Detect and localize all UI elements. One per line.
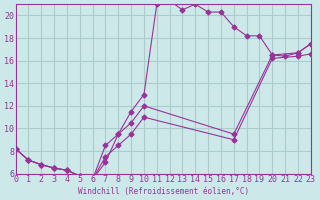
X-axis label: Windchill (Refroidissement éolien,°C): Windchill (Refroidissement éolien,°C)	[78, 187, 249, 196]
